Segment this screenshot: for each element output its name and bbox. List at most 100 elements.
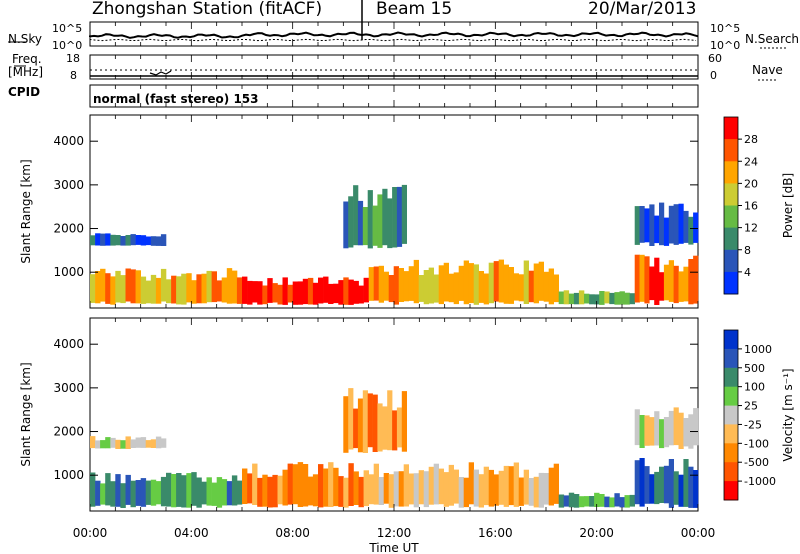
panel-0-colorbar-title: Power [dB] [781,173,795,238]
panel-1-colorbar-cell [724,443,738,463]
echo-cell [493,261,499,302]
panel-0-colorbar-cell [724,161,738,184]
echo-cell [176,473,182,507]
echo-cell [353,280,359,304]
echo-cell [333,467,339,507]
echo-cell [663,217,670,246]
echo-cell [644,466,650,504]
echo-cell [533,476,539,508]
echo-cell [125,436,131,449]
echo-cell [433,463,439,505]
echo-cell [287,284,293,303]
echo-cell [463,477,469,508]
echo-cell [191,280,197,304]
echo-cell [624,495,630,508]
panel-0-colorbar-label: 4 [744,266,751,279]
echo-cell [503,264,509,304]
echo-cell [668,260,674,302]
echo-cell [206,477,212,506]
echo-cell [353,185,359,246]
echo-cell [654,257,660,305]
echo-cell [634,460,640,505]
panel-1-colorbar-cell [724,405,738,425]
echo-cell [348,196,354,248]
echo-cell [155,236,162,246]
echo-cell [589,294,595,305]
echo-cell [358,476,364,508]
panel-0-ytick-label: 2000 [53,222,84,236]
echo-cell [135,437,141,448]
echo-cell [125,235,131,246]
echo-cell [282,277,288,305]
echo-cell [483,466,489,506]
echo-cell [683,459,689,507]
echo-cell [649,204,655,246]
echo-cell [401,184,407,244]
panel-1-colorbar-cell [724,481,738,501]
echo-cell [378,477,384,505]
echo-cell [518,274,524,302]
echo-cell [634,206,640,245]
echo-cell [668,205,674,244]
echo-cell [393,266,399,305]
echo-cell [688,216,694,245]
echo-cell [181,475,187,508]
nave-label: Nave [752,63,783,77]
echo-cell [262,285,268,305]
echo-cell [538,261,544,301]
panel-1-ylabel: Slant Range [km] [19,362,33,466]
echo-cell [338,280,344,305]
echo-cell [639,206,645,243]
echo-cell [558,494,565,508]
echo-cell [392,187,398,248]
echo-cell [408,473,414,505]
echo-cell [357,398,364,453]
echo-cell [362,390,368,453]
echo-cell [678,474,684,507]
echo-cell [383,271,389,301]
echo-cell [145,280,152,304]
echo-cell [358,285,364,304]
panel-1-colorbar-cell [724,424,738,444]
echo-cell [396,186,403,247]
echo-cell [267,476,273,508]
echo-cell [115,439,121,449]
echo-cell [247,473,253,504]
x-tick-label: 16:00 [478,526,513,540]
echo-cell [548,467,554,506]
echo-cell [693,212,699,243]
echo-cell [418,275,424,302]
echo-cell [323,276,329,303]
echo-cell [338,476,344,507]
panel-1-ytick-label: 1000 [53,468,84,482]
echo-cell [663,264,670,301]
echo-cell [518,477,524,506]
echo-cell [125,268,131,302]
panel-0-colorbar-label: 16 [744,200,758,213]
echo-cell [100,440,106,449]
echo-cell [353,471,359,505]
echo-cell [242,468,248,504]
echo-cell [120,440,126,449]
echo-cell [403,464,409,507]
echo-cell [318,464,324,508]
panel-0-colorbar-cell [724,139,738,162]
echo-cell [282,469,288,506]
echo-cell [95,271,101,304]
echo-cell [363,470,369,507]
echo-cell [307,476,314,506]
echo-cell [563,495,570,507]
panel-1-colorbar-cell [724,367,738,388]
echo-cell [453,469,459,504]
panel-1-ytick-label: 3000 [53,381,84,395]
panel-1-ytick-label: 4000 [53,337,84,351]
echo-cell [483,273,489,305]
echo-cell [105,437,111,449]
echo-cell [302,464,309,507]
nsearch-tick-top: 10^5 [710,22,741,35]
echo-cell [231,475,238,506]
echo-cell [373,463,379,505]
echo-cell [523,260,529,304]
echo-cell [201,273,207,304]
